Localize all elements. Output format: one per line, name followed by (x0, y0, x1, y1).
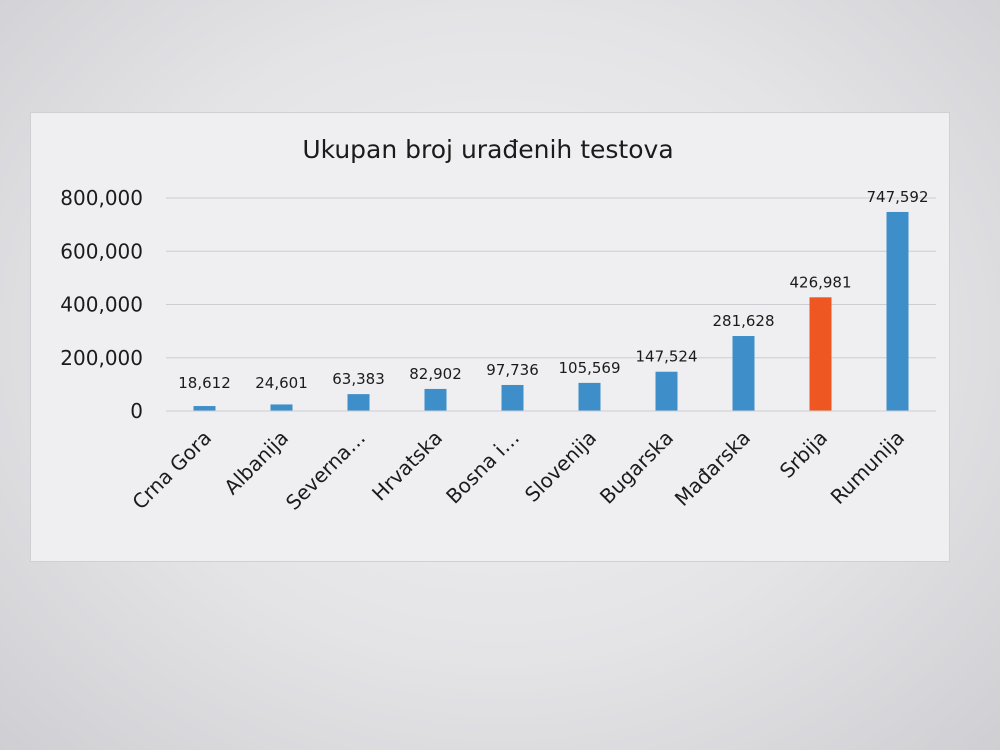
bar-7 (732, 336, 755, 411)
x-tick-label: Slovenija (520, 426, 601, 507)
data-label: 18,612 (178, 374, 231, 392)
y-tick-label: 600,000 (60, 239, 143, 263)
bar-9 (886, 211, 909, 411)
bar-0 (193, 406, 216, 411)
x-tick-label: Albanija (219, 426, 293, 500)
bar-1 (270, 404, 293, 411)
data-label: 24,601 (255, 374, 308, 392)
data-label: 747,592 (866, 188, 928, 206)
data-label: 281,628 (712, 312, 774, 330)
y-tick-label: 0 (130, 399, 143, 423)
bar-2 (347, 394, 370, 411)
data-label: 426,981 (789, 273, 851, 291)
bar-3 (424, 388, 447, 411)
bar-5 (578, 382, 601, 411)
y-tick-label: 200,000 (60, 346, 143, 370)
bar-8 (809, 297, 832, 411)
x-tick-label: Hrvatska (367, 426, 447, 506)
bar-chart: Ukupan broj urađenih testova 0 200,000 400… (60, 135, 936, 515)
data-label: 97,736 (486, 361, 539, 379)
x-tick-label: Bugarska (595, 426, 678, 509)
y-tick-label: 400,000 (60, 293, 143, 317)
x-tick-label: Rumunija (826, 426, 909, 509)
data-label: 82,902 (409, 365, 462, 383)
data-label: 147,524 (635, 348, 697, 366)
x-tick-label: Srbija (775, 426, 832, 483)
chart-title: Ukupan broj urađenih testova (302, 135, 673, 164)
x-tick-label: Mađarska (670, 426, 755, 511)
chart-frame: Ukupan broj urađenih testova 0 200,000 400… (30, 112, 950, 562)
data-label: 63,383 (332, 370, 385, 388)
x-tick-label: Bosna i… (441, 426, 524, 509)
bar-4 (501, 384, 524, 411)
data-label: 105,569 (558, 359, 620, 377)
x-tick-label: Severna… (281, 426, 370, 515)
bar-6 (655, 371, 678, 411)
x-tick-label: Crna Gora (127, 426, 216, 515)
y-tick-label: 800,000 (60, 186, 143, 210)
